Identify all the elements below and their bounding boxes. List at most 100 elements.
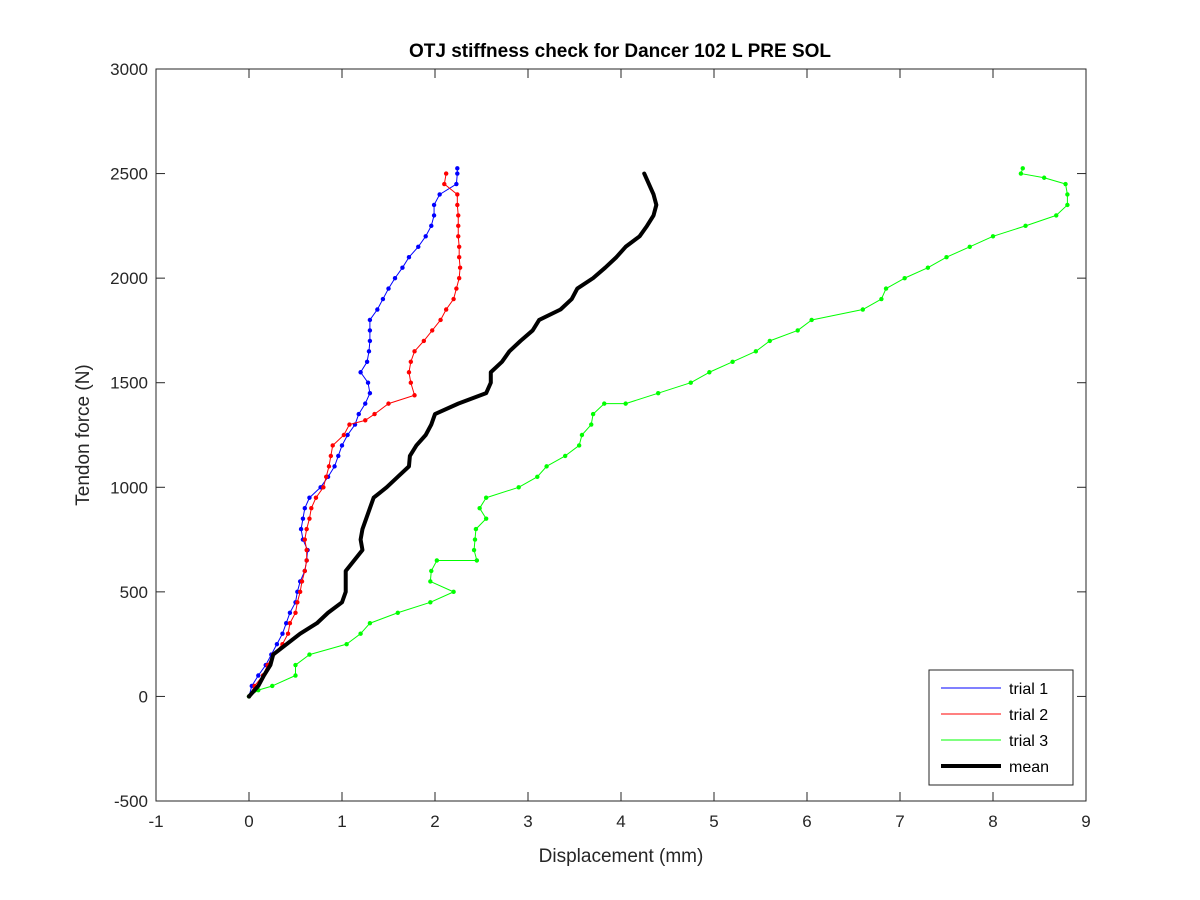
y-tick-label: -500 <box>114 792 148 811</box>
data-point-trial-3-34 <box>707 370 712 375</box>
data-point-trial-2-7 <box>287 621 293 626</box>
series-line-mean <box>247 171 659 699</box>
data-point-trial-3-44 <box>925 265 931 270</box>
data-point-trial-1-43 <box>416 244 421 249</box>
data-point-trial-2-26 <box>347 422 352 427</box>
data-point-trial-1-33 <box>366 349 372 354</box>
data-point-trial-1-41 <box>400 265 405 270</box>
data-point-trial-2-40 <box>454 286 459 291</box>
chart-title: OTJ stiffness check for Dancer 102 L PRE… <box>409 41 831 62</box>
data-point-trial-3-48 <box>1023 223 1028 229</box>
data-point-trial-3-20 <box>477 506 482 511</box>
data-point-trial-2-6 <box>285 631 291 636</box>
data-point-trial-3-9 <box>395 610 400 615</box>
data-point-trial-1-34 <box>367 338 373 344</box>
data-point-trial-3-15 <box>474 558 480 563</box>
data-point-trial-1-18 <box>302 506 307 511</box>
data-point-trial-2-21 <box>323 474 329 480</box>
data-point-trial-1-46 <box>431 213 437 218</box>
data-point-trial-1-50 <box>455 171 460 176</box>
data-point-trial-2-9 <box>295 600 300 605</box>
data-point-trial-2-12 <box>302 568 307 574</box>
x-tick-label: 2 <box>430 812 439 831</box>
data-point-trial-2-19 <box>313 495 319 500</box>
data-point-trial-2-10 <box>297 589 303 595</box>
data-point-trial-2-33 <box>408 359 414 364</box>
data-point-trial-2-23 <box>328 453 334 459</box>
data-point-trial-3-2 <box>270 683 275 689</box>
data-point-trial-2-48 <box>455 202 460 208</box>
series-mean <box>247 171 659 699</box>
data-point-trial-3-43 <box>902 275 907 281</box>
data-point-trial-3-37 <box>767 338 772 344</box>
data-point-trial-1-47 <box>431 202 437 208</box>
data-point-trial-2-22 <box>326 464 332 469</box>
x-tick-label: 0 <box>244 812 253 831</box>
data-point-trial-1-40 <box>392 275 398 281</box>
data-point-trial-3-39 <box>809 317 814 323</box>
legend-label-mean: mean <box>1009 759 1049 776</box>
data-point-trial-1-49 <box>454 181 459 187</box>
x-axis-label: Displacement (mm) <box>539 846 704 867</box>
data-point-trial-3-22 <box>516 485 521 490</box>
data-point-trial-3-55 <box>1020 166 1025 171</box>
series-layer <box>246 166 1070 699</box>
data-point-trial-2-36 <box>430 328 435 333</box>
data-point-trial-1-2 <box>256 673 261 678</box>
y-tick-label: 2000 <box>110 269 148 288</box>
data-point-trial-2-25 <box>341 432 347 438</box>
data-point-trial-3-30 <box>602 401 607 406</box>
data-point-trial-2-41 <box>456 275 462 281</box>
data-point-trial-1-6 <box>280 631 285 636</box>
y-axis-ticks: -500 0 500 1000 1500 2000 2500 3000 <box>110 60 1086 811</box>
y-tick-label: 2500 <box>110 165 148 184</box>
y-axis-label: Tendon force (N) <box>73 364 94 506</box>
y-tick-label: 0 <box>139 687 148 706</box>
data-point-trial-2-42 <box>457 265 463 270</box>
data-point-trial-2-45 <box>456 234 461 239</box>
data-point-trial-1-17 <box>300 516 306 521</box>
data-point-trial-3-7 <box>358 631 363 636</box>
data-point-trial-1-37 <box>375 307 380 312</box>
x-tick-label: 5 <box>709 812 718 831</box>
series-line-trial-3 <box>248 167 1068 697</box>
data-point-trial-3-3 <box>293 673 298 678</box>
data-point-trial-1-51 <box>455 166 460 171</box>
data-point-trial-3-13 <box>429 568 434 574</box>
data-point-trial-2-47 <box>456 213 461 218</box>
data-point-trial-2-8 <box>293 610 298 615</box>
data-point-trial-3-17 <box>472 537 478 542</box>
data-point-trial-3-52 <box>1063 181 1068 187</box>
data-point-trial-3-19 <box>483 516 489 521</box>
data-point-trial-3-5 <box>307 652 312 657</box>
data-point-trial-2-17 <box>307 516 312 521</box>
data-point-trial-3-36 <box>753 349 759 354</box>
data-point-trial-1-24 <box>339 443 345 448</box>
data-point-trial-3-6 <box>344 641 349 647</box>
x-tick-label: 1 <box>337 812 346 831</box>
data-point-trial-3-8 <box>367 621 373 626</box>
data-point-trial-3-23 <box>535 474 540 480</box>
data-point-trial-1-16 <box>298 526 304 532</box>
data-point-trial-3-16 <box>471 547 477 553</box>
legend-label-trial-1: trial 1 <box>1009 681 1048 698</box>
data-point-trial-2-11 <box>299 579 305 584</box>
data-point-trial-2-24 <box>330 443 335 448</box>
x-tick-label: -1 <box>148 812 163 831</box>
x-tick-label: 8 <box>988 812 997 831</box>
data-point-trial-3-45 <box>944 255 949 260</box>
data-point-trial-1-27 <box>356 411 361 417</box>
data-point-trial-1-30 <box>365 380 371 385</box>
data-point-trial-3-47 <box>990 234 996 239</box>
data-point-trial-1-45 <box>429 223 434 229</box>
data-point-trial-2-51 <box>443 171 449 176</box>
data-point-trial-3-10 <box>428 600 433 605</box>
data-point-trial-2-29 <box>386 401 391 406</box>
data-point-trial-3-38 <box>795 328 800 333</box>
x-tick-label: 6 <box>802 812 811 831</box>
data-point-trial-1-42 <box>406 255 412 260</box>
data-point-trial-3-24 <box>544 464 549 469</box>
data-point-trial-3-42 <box>883 286 889 291</box>
data-point-trial-3-18 <box>473 526 479 532</box>
